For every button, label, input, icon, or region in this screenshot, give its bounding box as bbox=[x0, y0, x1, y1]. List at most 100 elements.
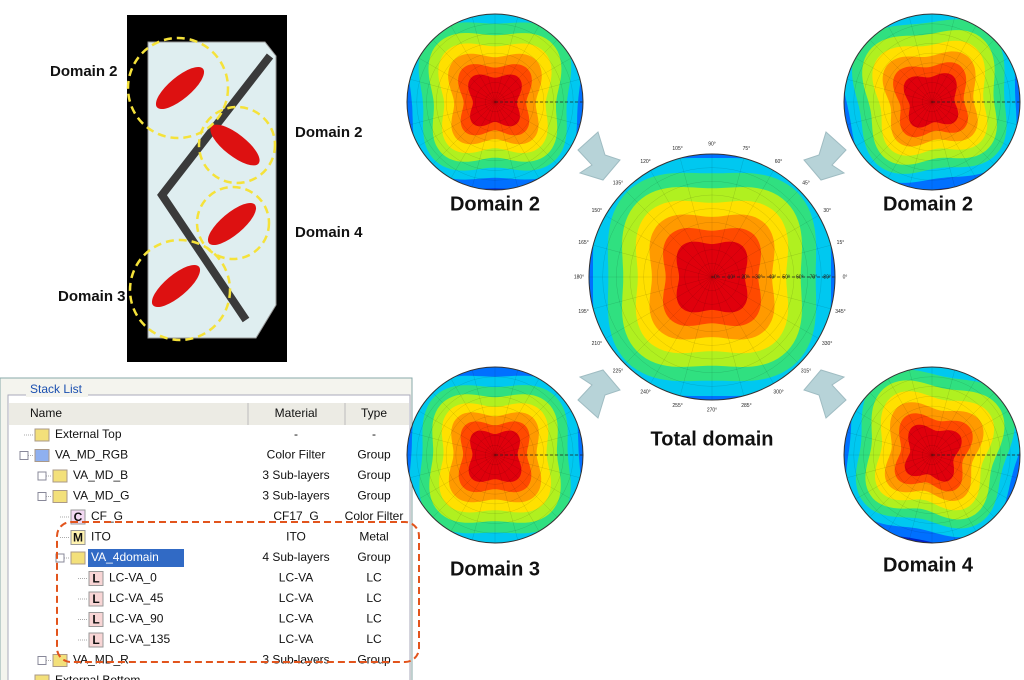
row-name: LC-VA_135 bbox=[109, 632, 170, 646]
ring bbox=[484, 444, 506, 466]
spoke bbox=[931, 454, 995, 518]
row-material: CF17_G bbox=[273, 509, 318, 523]
spoke bbox=[908, 369, 933, 456]
spoke bbox=[471, 16, 496, 103]
spoke bbox=[605, 215, 713, 278]
spoke bbox=[409, 101, 496, 126]
contour bbox=[904, 424, 962, 482]
layer-icon bbox=[88, 591, 104, 607]
spoke bbox=[471, 101, 496, 188]
arrows bbox=[577, 131, 847, 419]
spoke bbox=[855, 101, 933, 147]
angle-label: 0° bbox=[843, 274, 848, 280]
plot-label: Domain 4 bbox=[883, 554, 974, 576]
angle-label: 285° bbox=[741, 403, 751, 409]
angle-label: 270° bbox=[707, 407, 717, 413]
spoke bbox=[931, 431, 1018, 456]
expander bbox=[37, 656, 47, 665]
spoke bbox=[887, 454, 933, 532]
radial-label: 80° bbox=[823, 274, 831, 280]
ring bbox=[445, 405, 545, 505]
row-name: LC-VA_45 bbox=[109, 591, 164, 605]
ring bbox=[465, 72, 525, 132]
spoke bbox=[931, 454, 1009, 500]
ring bbox=[455, 62, 535, 142]
spoke bbox=[931, 101, 977, 179]
spoke bbox=[711, 170, 774, 278]
contour bbox=[468, 430, 522, 482]
row-material: 3 Sub-layers bbox=[262, 489, 329, 503]
row-material: 4 Sub-layers bbox=[262, 550, 329, 564]
row-type: LC bbox=[366, 591, 382, 605]
ring bbox=[882, 405, 982, 505]
row-type: - bbox=[372, 673, 376, 680]
row-type: Group bbox=[357, 489, 391, 503]
angle-label: 135° bbox=[613, 180, 623, 186]
polar-plots: 0° 15° 30° 45° 60° 75° 90° 105° 120° 135° 150° 165°… bbox=[406, 13, 1021, 544]
spoke bbox=[931, 57, 1009, 103]
spoke bbox=[931, 101, 956, 188]
plot-label: Total domain bbox=[651, 428, 774, 450]
expander bbox=[37, 492, 47, 501]
angle-label: 45° bbox=[802, 180, 810, 186]
expander bbox=[19, 451, 29, 460]
spoke bbox=[409, 431, 496, 456]
spoke bbox=[931, 101, 1009, 147]
spoke bbox=[624, 189, 713, 278]
layer-icon bbox=[52, 469, 68, 483]
angle-label: 210° bbox=[592, 341, 602, 347]
angle-label: 225° bbox=[613, 368, 623, 374]
row-name: ITO bbox=[91, 530, 111, 544]
angle-label: 330° bbox=[822, 341, 832, 347]
ring bbox=[921, 444, 943, 466]
spoke bbox=[450, 454, 496, 532]
spoke bbox=[846, 101, 933, 126]
plot-label: Domain 3 bbox=[450, 558, 540, 580]
angle-label: 60° bbox=[775, 159, 783, 165]
angle-label: 300° bbox=[773, 390, 783, 396]
spoke bbox=[931, 25, 977, 103]
spoke bbox=[494, 431, 581, 456]
row-material: - bbox=[294, 673, 298, 680]
spoke bbox=[887, 101, 933, 179]
ring bbox=[436, 43, 554, 161]
row-name: VA_4domain bbox=[91, 550, 159, 564]
row-name: External Bottom bbox=[55, 673, 140, 680]
plot-label: Domain 2 bbox=[450, 193, 540, 215]
pixel-cell bbox=[147, 41, 277, 339]
spoke bbox=[711, 276, 745, 396]
spoke bbox=[450, 101, 496, 179]
ring bbox=[426, 386, 564, 524]
spoke bbox=[450, 378, 496, 456]
ring bbox=[873, 43, 991, 161]
layer-icon bbox=[34, 449, 50, 462]
selection bbox=[88, 549, 184, 567]
row-material: LC-VA bbox=[279, 632, 313, 646]
ring bbox=[475, 435, 515, 475]
plot-border bbox=[843, 366, 1021, 544]
contour bbox=[903, 73, 959, 128]
highlight-box bbox=[56, 521, 420, 663]
icon-letter: M bbox=[73, 531, 83, 545]
layer-icon bbox=[70, 530, 86, 545]
spoke bbox=[432, 454, 496, 518]
spoke bbox=[494, 454, 581, 479]
spoke bbox=[679, 158, 713, 278]
angle-label: 180° bbox=[574, 274, 584, 280]
ring bbox=[698, 263, 726, 291]
column-header: Name bbox=[30, 406, 62, 420]
row-type: LC bbox=[366, 612, 382, 626]
spoke bbox=[494, 101, 540, 179]
spoke bbox=[711, 244, 831, 278]
ring bbox=[416, 376, 574, 534]
spoke bbox=[494, 454, 519, 541]
ring bbox=[465, 425, 525, 485]
angle-label: 15° bbox=[837, 240, 845, 246]
layer-icon bbox=[88, 612, 104, 627]
row-name: VA_MD_B bbox=[73, 468, 128, 482]
row-type: Metal bbox=[359, 530, 388, 544]
radial-label: 60° bbox=[796, 274, 804, 280]
row-name: VA_MD_R bbox=[73, 653, 129, 667]
spoke bbox=[624, 276, 713, 365]
row-type: Group bbox=[357, 653, 391, 667]
